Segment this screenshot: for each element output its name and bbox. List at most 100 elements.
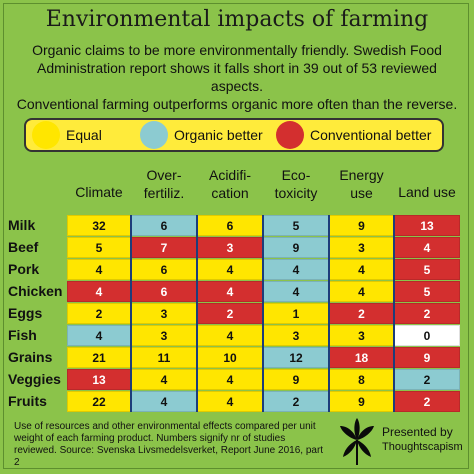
table-cell: 7 [131,237,197,258]
chart-title: Environmental impacts of farming [45,7,429,32]
table-cell: 6 [197,215,263,236]
presented-by: Presented by Thoughtscapism [382,425,470,455]
legend-label: Equal [66,127,102,143]
table-cell: 4 [197,325,263,346]
table-cell: 3 [329,237,394,258]
column-header-line: Acidifi- [208,167,251,183]
column-header: Acidifi-cation [195,166,265,202]
table-cell: 4 [197,391,263,412]
column-header: Eco-toxicity [261,166,331,202]
table-cell: 12 [263,347,329,368]
column-divider [196,215,198,412]
presented-by-line: Presented by [382,425,453,439]
column-header-line: Climate [75,184,123,200]
row-label: Grains [8,349,53,365]
table-cell: 4 [197,281,263,302]
table-cell: 11 [131,347,197,368]
table-cell: 18 [329,347,394,368]
legend-item-organic-better: Organic better [140,120,263,150]
legend-item-equal: Equal [32,120,102,150]
row-label: Pork [8,261,40,277]
column-header: Climate [65,183,133,201]
chart-subtitle: Organic claims to be more environmentall… [14,41,460,113]
legend: Equal Organic better Conventional better [24,118,444,152]
legend-label: Organic better [174,127,263,143]
table-cell: 5 [67,237,131,258]
table-cell: 4 [197,259,263,280]
table-cell: 13 [394,215,460,236]
table-cell: 3 [131,325,197,346]
table-cell: 2 [394,391,460,412]
table-cell: 4 [263,281,329,302]
column-divider [393,215,395,412]
subtitle-line: Organic claims to be more environmentall… [32,42,442,58]
table-cell: 8 [329,369,394,390]
legend-label: Conventional better [310,127,432,143]
footnote: Use of resources and other environmental… [14,421,324,468]
legend-swatch [32,121,60,149]
subtitle-line: Conventional farming outperforms organic… [16,96,458,112]
presented-by-line: Thoughtscapism [382,441,463,453]
table-cell: 0 [394,325,460,346]
column-header-line: toxicity [274,185,318,201]
table-cell: 22 [67,391,131,412]
column-divider [130,215,132,412]
thoughtscapism-logo-icon [340,418,374,465]
table-cell: 2 [394,369,460,390]
table-cell: 5 [394,259,460,280]
column-header: Over-fertiliz. [129,166,199,202]
table-cell: 6 [131,281,197,302]
row-label: Milk [8,217,36,233]
row-label: Eggs [8,305,43,321]
table-cell: 4 [329,259,394,280]
table-cell: 9 [329,215,394,236]
table-cell: 4 [67,325,131,346]
table-cell: 4 [394,237,460,258]
table-cell: 4 [67,281,131,302]
table-cell: 9 [263,369,329,390]
table-cell: 9 [329,391,394,412]
table-cell: 9 [394,347,460,368]
table-cell: 6 [131,259,197,280]
row-label: Fruits [8,393,47,409]
column-header-line: Energy [339,167,384,183]
column-header-line: fertiliz. [143,185,185,201]
table-cell: 6 [131,215,197,236]
column-header-line: cation [211,185,249,201]
table-cell: 2 [197,303,263,324]
table-cell: 3 [131,303,197,324]
table-cell: 5 [263,215,329,236]
legend-item-conventional-better: Conventional better [276,120,431,150]
row-label: Fish [8,327,37,343]
table-cell: 4 [329,281,394,302]
column-header: Energy use [327,166,396,202]
legend-swatch [140,121,168,149]
table-cell: 32 [67,215,131,236]
table-cell: 2 [329,303,394,324]
legend-swatch [276,121,304,149]
column-header-line: Eco- [281,167,311,183]
subtitle-line: Administration report shows it falls sho… [37,60,437,94]
column-header-line: Over- [146,167,182,183]
row-label: Beef [8,239,39,255]
table-cell: 5 [394,281,460,302]
column-divider [262,215,264,412]
table-cell: 10 [197,347,263,368]
table-cell: 2 [67,303,131,324]
table-cell: 9 [263,237,329,258]
page-frame [3,3,469,469]
table-cell: 4 [131,391,197,412]
table-cell: 3 [263,325,329,346]
table-cell: 13 [67,369,131,390]
table-cell: 1 [263,303,329,324]
column-header: Land use [392,183,462,201]
row-label: Veggies [8,371,61,387]
table-cell: 3 [197,237,263,258]
table-cell: 3 [329,325,394,346]
column-divider [328,215,330,412]
table-cell: 4 [67,259,131,280]
column-header-line: Land use [398,184,456,200]
table-cell: 4 [197,369,263,390]
table-cell: 4 [263,259,329,280]
column-header-line: use [350,185,373,201]
